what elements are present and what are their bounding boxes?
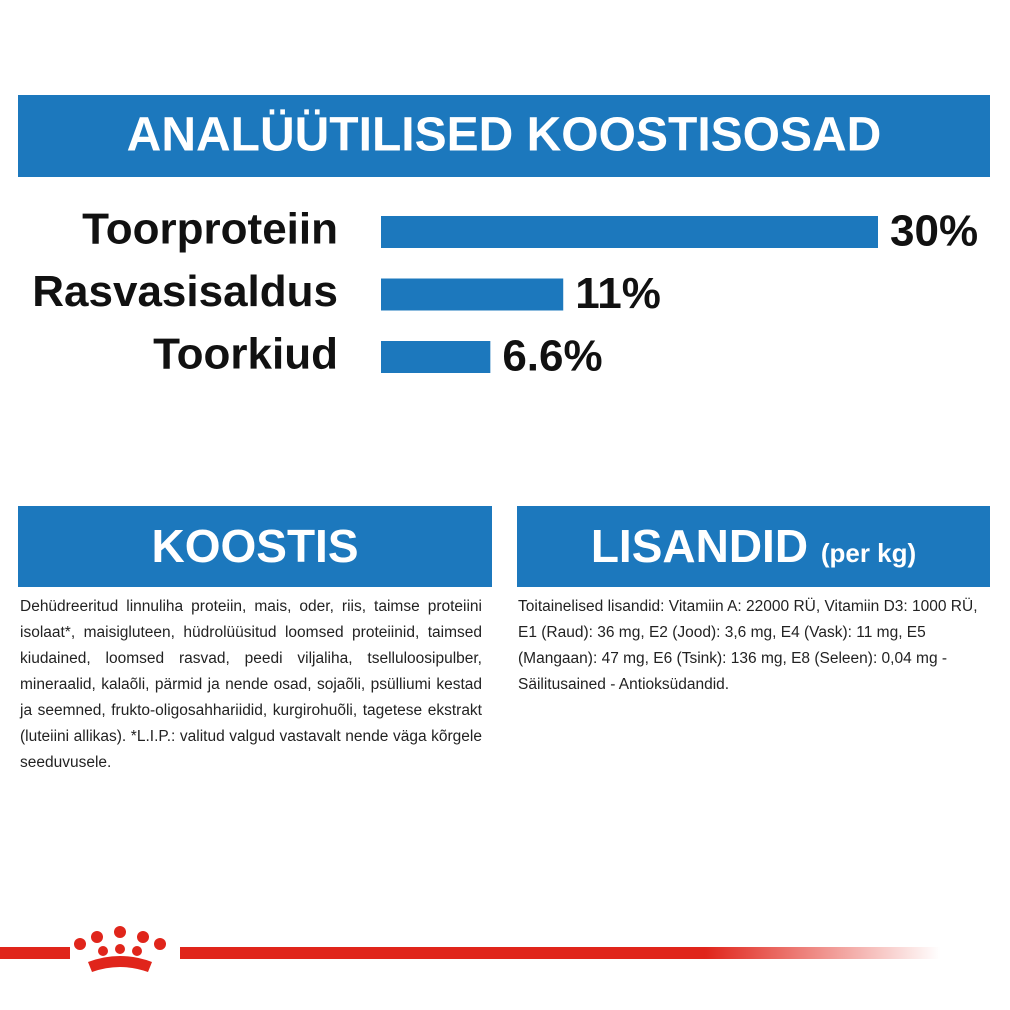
title-band: [18, 95, 990, 177]
value-label: 11%: [575, 269, 661, 318]
section-text: Toitainelised lisandid: Vitamiin A: 2200…: [518, 598, 978, 693]
bar: [381, 278, 564, 311]
category-label: Toorkiud: [153, 330, 338, 379]
logo: [70, 925, 180, 975]
category-label: Toorproteiin: [82, 205, 338, 254]
section-title: LISANDID (per kg): [517, 506, 990, 587]
section-title: KOOSTIS: [18, 506, 492, 587]
section-title-text: LISANDID: [590, 520, 809, 572]
bars: Toorproteiin 30% Rasvasisaldus 11% Toorkiud 6…: [32, 205, 978, 381]
chart-title: ANALÜÜTILISED KOOSTISOSAD: [127, 109, 882, 162]
section-subtitle: (per kg): [820, 538, 917, 568]
bar: [381, 341, 491, 373]
bar: [381, 216, 878, 248]
section-text: Dehüdreeritud linnuliha proteiin, mais, …: [20, 598, 482, 771]
value-label: 6.6%: [502, 332, 602, 381]
value-label: 30%: [890, 207, 978, 256]
category-label: Rasvasisaldus: [32, 267, 338, 316]
footer-line: [0, 947, 940, 959]
section-title-text: KOOSTIS: [151, 520, 359, 572]
